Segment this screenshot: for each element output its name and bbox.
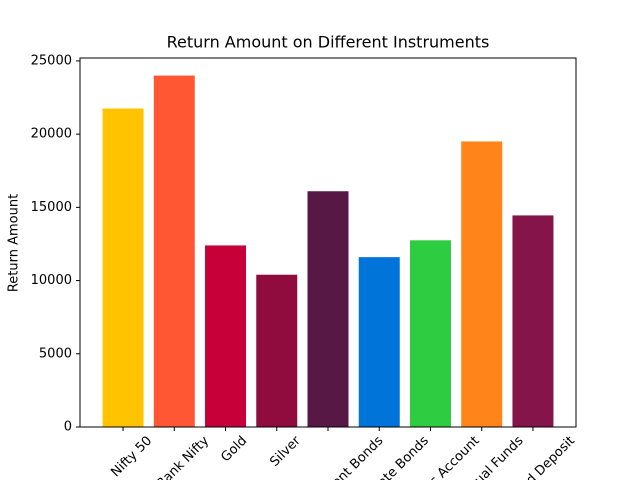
bar xyxy=(256,274,298,427)
y-tick-label: 10000 xyxy=(31,273,72,288)
y-tick-label: 25000 xyxy=(31,53,72,68)
y-tick-label: 0 xyxy=(64,420,72,435)
bar xyxy=(153,75,195,428)
bar xyxy=(461,141,503,427)
bar xyxy=(512,215,554,427)
bar xyxy=(205,245,247,427)
x-tick-label: Government Bonds xyxy=(287,433,386,480)
x-tick-label: Nifty 50 xyxy=(108,433,155,480)
bar xyxy=(307,191,349,427)
bar xyxy=(102,108,144,428)
y-tick-label: 15000 xyxy=(31,200,72,215)
y-axis-label: Return Amount xyxy=(7,194,22,292)
x-tick-label: Bank Nifty xyxy=(154,433,212,480)
chart-title: Return Amount on Different Instruments xyxy=(167,33,490,52)
y-tick-label: 5000 xyxy=(39,346,72,361)
bar xyxy=(358,257,400,427)
x-tick-label: Gold xyxy=(218,433,250,465)
plot-frame xyxy=(79,57,577,428)
bar xyxy=(409,240,451,427)
y-tick-label: 20000 xyxy=(31,127,72,142)
x-tick-label: Silver xyxy=(267,433,304,470)
